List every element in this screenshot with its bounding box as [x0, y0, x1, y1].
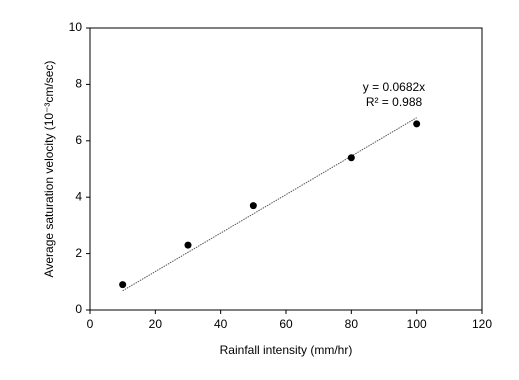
x-tick-label: 80 — [345, 317, 359, 331]
x-tick-label: 20 — [149, 317, 163, 331]
equation-label: y = 0.0682x — [363, 80, 425, 94]
data-point — [249, 202, 257, 210]
y-tick-label: 6 — [75, 133, 82, 147]
data-point — [413, 120, 421, 128]
x-tick-label: 40 — [214, 317, 228, 331]
x-tick-label: 120 — [472, 317, 492, 331]
x-tick-label: 0 — [87, 317, 94, 331]
data-point — [119, 281, 127, 289]
y-axis-label: Average saturation velocity (10⁻³cm/sec) — [42, 61, 56, 278]
y-tick-label: 10 — [69, 20, 83, 34]
y-tick-label: 8 — [75, 77, 82, 91]
y-tick-label: 0 — [75, 302, 82, 316]
x-tick-label: 60 — [279, 317, 293, 331]
trendline — [122, 117, 417, 292]
x-tick-label: 100 — [407, 317, 427, 331]
r-squared-label: R² = 0.988 — [366, 95, 423, 109]
plot-frame — [89, 27, 483, 311]
y-tick-label: 2 — [75, 246, 82, 260]
data-point — [347, 154, 355, 162]
y-tick-label: 4 — [75, 189, 82, 203]
x-axis-label: Rainfall intensity (mm/hr) — [220, 343, 353, 357]
data-point — [184, 241, 192, 249]
